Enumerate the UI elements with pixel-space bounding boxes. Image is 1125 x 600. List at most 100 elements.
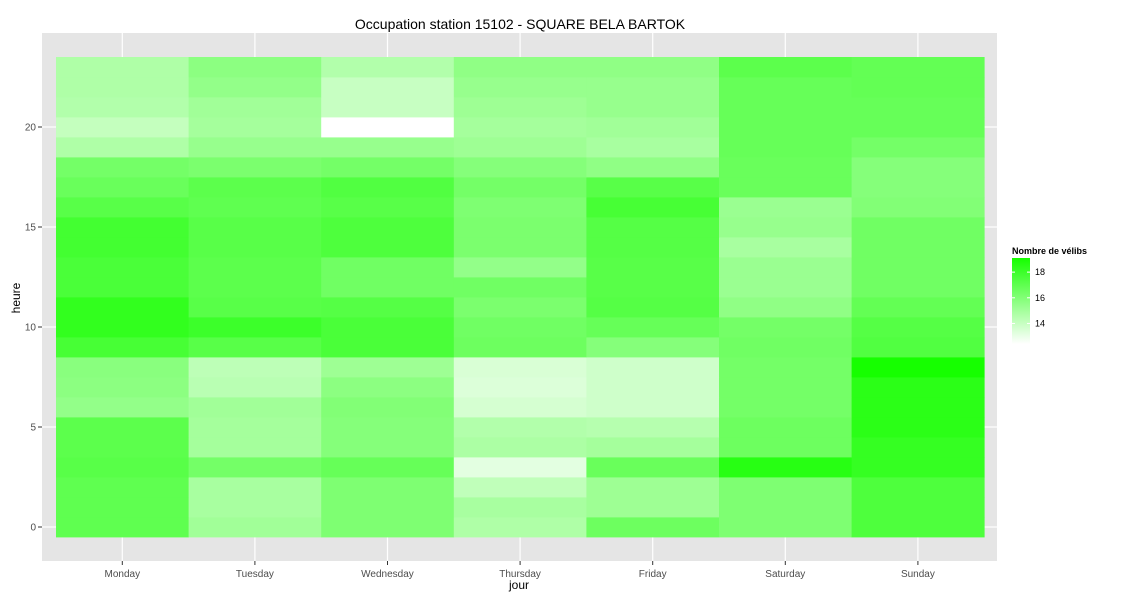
heatmap-cell (321, 217, 455, 238)
x-tick-label: Thursday (499, 569, 541, 580)
color-legend: Nombre de vélibs 14 16 18 (1012, 246, 1087, 344)
heatmap-cell (586, 217, 720, 238)
heatmap-cell (56, 497, 189, 518)
heatmap-cell (321, 357, 455, 378)
heatmap-cell (56, 157, 189, 178)
heatmap-cell (56, 517, 189, 538)
heatmap-cell (321, 97, 455, 118)
heatmap-cell (321, 497, 455, 518)
y-axis-ticks: 0 5 10 15 20 (25, 123, 42, 534)
heatmap-cell (586, 277, 720, 298)
heatmap-cell (188, 177, 322, 198)
y-tick-label: 20 (25, 123, 37, 134)
heatmap-cell (321, 417, 455, 438)
heatmap-cell (586, 457, 720, 478)
legend-title: Nombre de vélibs (1012, 246, 1087, 256)
heatmap-cell (321, 437, 455, 458)
heatmap-cell (188, 97, 322, 118)
heatmap-cell (719, 477, 852, 498)
heatmap-cell (453, 77, 587, 98)
heatmap-cell (586, 137, 720, 158)
legend-tick-label: 14 (1035, 318, 1045, 328)
heatmap-cell (719, 277, 852, 298)
heatmap-cell (586, 117, 720, 138)
heatmap-cell (56, 257, 189, 278)
heatmap-cell (56, 397, 189, 418)
heatmap-cell (453, 497, 587, 518)
heatmap-cell (719, 257, 852, 278)
heatmap-cell (586, 437, 720, 458)
heatmap-cell (719, 57, 852, 78)
heatmap-cell (56, 77, 189, 98)
heatmap-cell (719, 337, 852, 358)
heatmap-cell (586, 257, 720, 278)
heatmap-cell (851, 357, 985, 378)
heatmap-cell (719, 497, 852, 518)
heatmap-cell (453, 477, 587, 498)
heatmap-cell (453, 377, 587, 398)
heatmap-cell (586, 57, 720, 78)
heatmap-cell (586, 397, 720, 418)
heatmap-cell (453, 177, 587, 198)
heatmap-cell (851, 57, 985, 78)
heatmap-cell (321, 257, 455, 278)
heatmap-cell (719, 177, 852, 198)
heatmap-cell (586, 77, 720, 98)
heatmap-cell (188, 357, 322, 378)
legend-tick-label: 18 (1035, 267, 1045, 277)
heatmap-cell (188, 297, 322, 318)
heatmap-cell (453, 217, 587, 238)
heatmap-cell (453, 197, 587, 218)
heatmap-cell (719, 417, 852, 438)
heatmap-cell (453, 97, 587, 118)
heatmap-cell (56, 317, 189, 338)
heatmap-cell (321, 277, 455, 298)
heatmap-cell (851, 197, 985, 218)
heatmap-cell (453, 457, 587, 478)
heatmap-cell (851, 517, 985, 538)
heatmap-cell (851, 117, 985, 138)
heatmap-cell (586, 177, 720, 198)
heatmap-cell (586, 317, 720, 338)
x-axis-ticks: Monday Tuesday Wednesday Thursday Friday Satu… (105, 561, 935, 580)
heatmap-cell (719, 297, 852, 318)
heatmap-cell (56, 357, 189, 378)
heatmap-cell (719, 137, 852, 158)
heatmap-cell (719, 517, 852, 538)
heatmap-cell (188, 57, 322, 78)
heatmap-cell (56, 97, 189, 118)
heatmap-cell (453, 357, 587, 378)
heatmap-cell (719, 357, 852, 378)
heatmap-cell (188, 317, 322, 338)
heatmap-cell (188, 217, 322, 238)
heatmap-cell (188, 477, 322, 498)
y-axis-title: heure (9, 282, 23, 313)
heatmap-cell (453, 237, 587, 258)
x-tick-label: Monday (105, 569, 141, 580)
heatmap-cell (851, 97, 985, 118)
x-tick-label: Friday (639, 569, 667, 580)
heatmap-cell (56, 377, 189, 398)
heatmap-cell (719, 457, 852, 478)
heatmap-cell (453, 417, 587, 438)
heatmap-cell (56, 457, 189, 478)
heatmap-cell (586, 157, 720, 178)
heatmap-cell (851, 497, 985, 518)
heatmap-cell (719, 77, 852, 98)
x-tick-label: Wednesday (361, 569, 414, 580)
heatmap-cell (586, 377, 720, 398)
heatmap-cell (56, 297, 189, 318)
heatmap-cell (851, 277, 985, 298)
chart-title: Occupation station 15102 - SQUARE BELA B… (355, 16, 686, 32)
heatmap-cell (453, 297, 587, 318)
heatmap-cell (719, 97, 852, 118)
heatmap-cell (453, 137, 587, 158)
heatmap-cell (321, 237, 455, 258)
heatmap-cell (56, 437, 189, 458)
heatmap-cell (321, 317, 455, 338)
heatmap-cell (321, 137, 455, 158)
heatmap-cell (321, 57, 455, 78)
heatmap-cell (188, 197, 322, 218)
heatmap-cell (453, 517, 587, 538)
